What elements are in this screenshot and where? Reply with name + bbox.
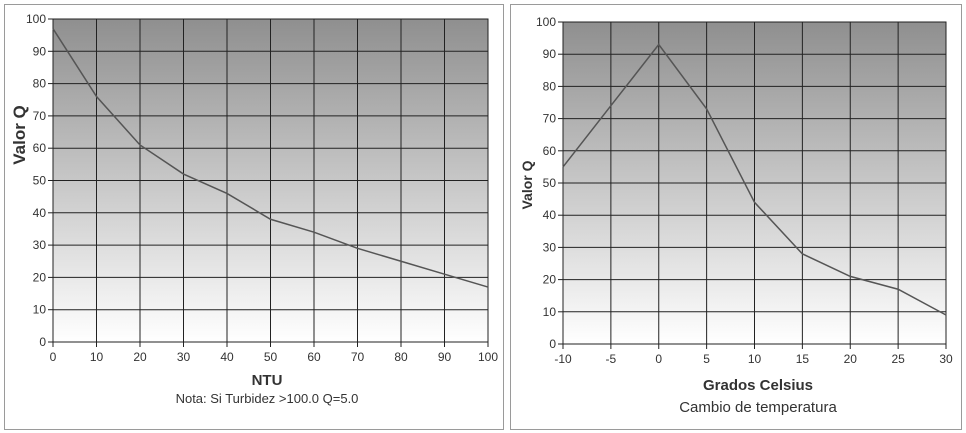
x-tick-labels: 0 10 20 30 40 50 60 70 80 90 100 bbox=[50, 350, 499, 364]
x-tick-label: 20 bbox=[133, 350, 147, 364]
y-tick-label: 0 bbox=[39, 335, 46, 349]
y-tick-label: 70 bbox=[33, 109, 47, 123]
x-tick-label: -10 bbox=[554, 352, 572, 366]
x-tick-label: 50 bbox=[264, 350, 278, 364]
x-tick-label: 100 bbox=[478, 350, 498, 364]
y-tick-label: 40 bbox=[33, 206, 47, 220]
chart-panel-temperature: 0 10 20 30 40 50 60 70 80 90 100 -10 -5 0 5 10 15 20 25 30… bbox=[510, 4, 962, 430]
y-tick-labels: 0 10 20 30 40 50 60 70 80 90 100 bbox=[536, 15, 556, 351]
y-tick-label: 30 bbox=[33, 238, 47, 252]
y-tick-label: 10 bbox=[33, 303, 47, 317]
y-tick-label: 60 bbox=[33, 141, 47, 155]
grid-lines bbox=[48, 18, 489, 347]
x-axis-sublabel: Cambio de temperatura bbox=[679, 399, 837, 416]
y-tick-labels: 0 10 20 30 40 50 60 70 80 90 100 bbox=[26, 12, 46, 349]
y-tick-label: 70 bbox=[543, 112, 557, 126]
x-tick-label: 10 bbox=[90, 350, 104, 364]
y-axis-label: Valor Q bbox=[10, 105, 29, 165]
y-tick-label: 80 bbox=[543, 79, 557, 93]
y-tick-label: 100 bbox=[26, 12, 46, 26]
y-tick-label: 10 bbox=[543, 305, 557, 319]
y-axis-label: Valor Q bbox=[519, 160, 535, 209]
y-tick-label: 60 bbox=[543, 144, 557, 158]
x-tick-label: 80 bbox=[394, 350, 408, 364]
y-tick-label: 80 bbox=[33, 77, 47, 91]
chart-note: Nota: Si Turbidez >100.0 Q=5.0 bbox=[176, 391, 359, 406]
x-axis-label: NTU bbox=[252, 372, 283, 389]
x-tick-label: -5 bbox=[606, 352, 617, 366]
x-tick-label: 30 bbox=[177, 350, 191, 364]
turbidity-chart: 0 10 20 30 40 50 60 70 80 90 100 0 10 20 30 40 50 60 70 80… bbox=[10, 12, 499, 406]
x-tick-label: 0 bbox=[50, 350, 57, 364]
y-tick-label: 50 bbox=[33, 174, 47, 188]
y-tick-label: 90 bbox=[543, 47, 557, 61]
data-line bbox=[52, 28, 489, 288]
x-tick-label: 70 bbox=[351, 350, 365, 364]
y-tick-label: 0 bbox=[549, 337, 556, 351]
temperature-chart: 0 10 20 30 40 50 60 70 80 90 100 -10 -5 0 5 10 15 20 25 30… bbox=[519, 15, 953, 416]
x-tick-label: 90 bbox=[438, 350, 452, 364]
x-tick-label: 40 bbox=[220, 350, 234, 364]
grid-lines bbox=[558, 21, 947, 349]
x-tick-label: 20 bbox=[844, 352, 858, 366]
x-tick-labels: -10 -5 0 5 10 15 20 25 30 bbox=[554, 352, 953, 366]
y-tick-label: 100 bbox=[536, 15, 556, 29]
y-tick-label: 20 bbox=[33, 270, 47, 284]
y-tick-label: 20 bbox=[543, 273, 557, 287]
x-tick-label: 25 bbox=[891, 352, 905, 366]
y-tick-label: 40 bbox=[543, 208, 557, 222]
x-axis-label: Grados Celsius bbox=[703, 377, 813, 394]
y-tick-label: 30 bbox=[543, 240, 557, 254]
x-tick-label: 0 bbox=[655, 352, 662, 366]
x-tick-label: 15 bbox=[796, 352, 810, 366]
x-tick-label: 60 bbox=[307, 350, 321, 364]
y-tick-label: 50 bbox=[543, 176, 557, 190]
chart-panel-turbidity: 0 10 20 30 40 50 60 70 80 90 100 0 10 20 30 40 50 60 70 80… bbox=[4, 4, 504, 430]
data-line bbox=[562, 43, 947, 316]
x-tick-label: 30 bbox=[939, 352, 953, 366]
y-tick-label: 90 bbox=[33, 44, 47, 58]
x-tick-label: 5 bbox=[703, 352, 710, 366]
x-tick-label: 10 bbox=[748, 352, 762, 366]
